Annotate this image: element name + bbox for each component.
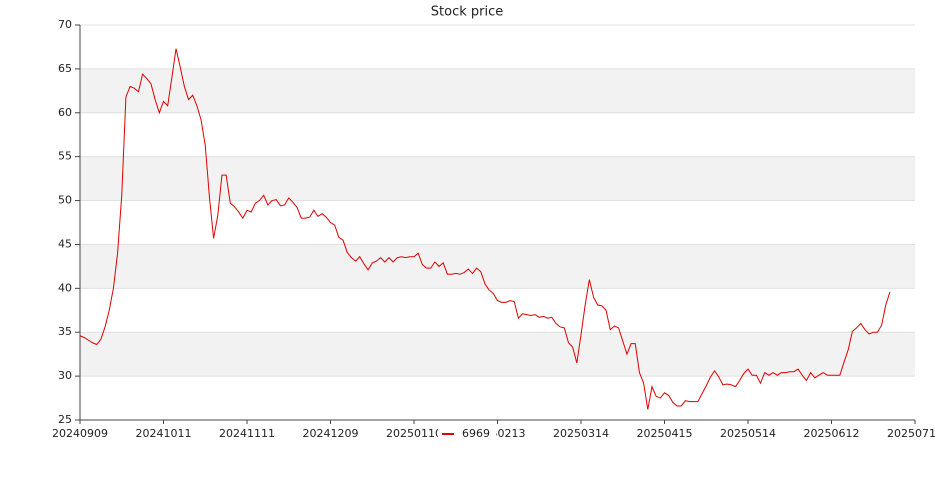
y-tick-label: 40 xyxy=(58,281,72,294)
x-tick-label: 20250710 xyxy=(887,427,935,440)
grid-band xyxy=(80,68,915,113)
x-tick-label: 20241209 xyxy=(303,427,359,440)
x-tick-label: 20250110 xyxy=(386,427,442,440)
y-tick-label: 30 xyxy=(58,369,72,382)
x-tick-label: 20250415 xyxy=(637,427,693,440)
y-tick-label: 70 xyxy=(58,18,72,31)
x-tick-label: 20241011 xyxy=(136,427,192,440)
chart-title: Stock price xyxy=(431,5,503,20)
grid-band xyxy=(80,244,915,289)
x-tick-label: 20240909 xyxy=(52,427,108,440)
y-tick-label: 35 xyxy=(58,325,72,338)
y-tick-label: 60 xyxy=(58,106,72,119)
x-tick-label: 20241111 xyxy=(219,427,275,440)
x-tick-label: 20250612 xyxy=(804,427,860,440)
y-tick-label: 25 xyxy=(58,413,72,426)
x-tick-label: 20250514 xyxy=(720,427,776,440)
line-series xyxy=(79,48,891,410)
legend-label: 6969 xyxy=(462,427,490,440)
y-tick-label: 50 xyxy=(58,194,72,207)
legend: 6969 xyxy=(438,425,496,443)
legend-box xyxy=(438,425,496,443)
y-tick-label: 55 xyxy=(58,150,72,163)
x-tick-label: 20250314 xyxy=(553,427,609,440)
grid-band xyxy=(80,332,915,377)
grid-band xyxy=(80,156,915,201)
y-tick-label: 65 xyxy=(58,62,72,75)
y-tick-label: 45 xyxy=(58,237,72,250)
